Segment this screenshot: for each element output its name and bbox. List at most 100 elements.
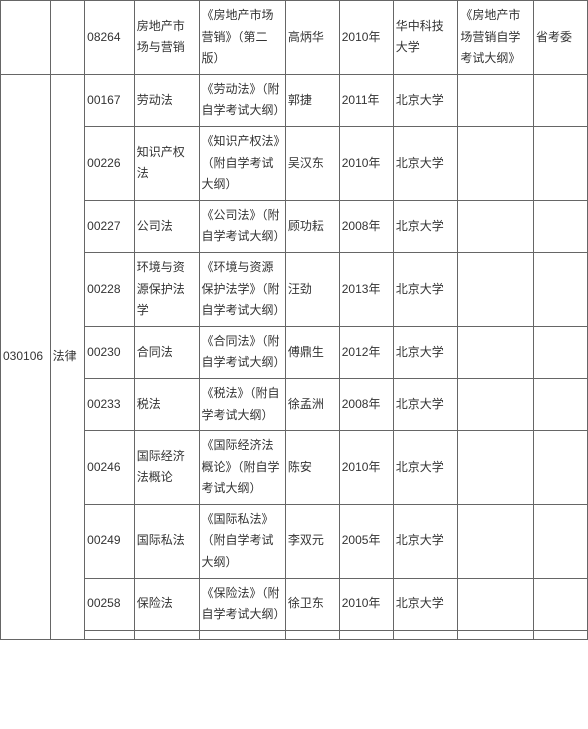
- cell-book: 《国际经济法概论》（附自学考试大纲）: [199, 431, 285, 505]
- cell-empty: [50, 1, 85, 75]
- table-row: 00228 环境与资源保护法学 《环境与资源保护法学》（附自学考试大纲） 汪劲 …: [1, 252, 588, 326]
- cell-extra1: [458, 200, 534, 252]
- cell-extra1: 《房地产市场营销自学考试大纲》: [458, 1, 534, 75]
- cell-year: 2010年: [339, 1, 393, 75]
- cell-extra1: [458, 326, 534, 378]
- table-row: 00230 合同法 《合同法》（附自学考试大纲） 傅鼎生 2012年 北京大学: [1, 326, 588, 378]
- cell-book: 《劳动法》（附自学考试大纲）: [199, 74, 285, 126]
- cell-publisher: [393, 630, 458, 639]
- cell-book: [199, 630, 285, 639]
- cell-book: 《税法》（附自学考试大纲）: [199, 378, 285, 430]
- cell-book: 《公司法》（附自学考试大纲）: [199, 200, 285, 252]
- cell-extra2: [533, 252, 587, 326]
- cell-author: 高炳华: [285, 1, 339, 75]
- table-row: 00249 国际私法 《国际私法》（附自学考试大纲） 李双元 2005年 北京大…: [1, 504, 588, 578]
- cell-book: 《国际私法》（附自学考试大纲）: [199, 504, 285, 578]
- cell-code: 00233: [85, 378, 135, 430]
- cell-publisher: 北京大学: [393, 326, 458, 378]
- cell-author: 傅鼎生: [285, 326, 339, 378]
- table-row: 00233 税法 《税法》（附自学考试大纲） 徐孟洲 2008年 北京大学: [1, 378, 588, 430]
- cell-subject: 保险法: [134, 578, 199, 630]
- cell-code: 08264: [85, 1, 135, 75]
- cell-code: 00226: [85, 126, 135, 200]
- course-table: 08264 房地产市场与营销 《房地产市场营销》（第二版） 高炳华 2010年 …: [0, 0, 588, 640]
- cell-author: 徐孟洲: [285, 378, 339, 430]
- table-container: 08264 房地产市场与营销 《房地产市场营销》（第二版） 高炳华 2010年 …: [0, 0, 588, 640]
- cell-author: 郭捷: [285, 74, 339, 126]
- cell-subject: 知识产权法: [134, 126, 199, 200]
- cell-year: 2012年: [339, 326, 393, 378]
- cell-publisher: 北京大学: [393, 431, 458, 505]
- cell-year: 2008年: [339, 378, 393, 430]
- cell-extra1: [458, 252, 534, 326]
- cell-code: 00230: [85, 326, 135, 378]
- cell-empty: [1, 1, 51, 75]
- cell-extra1: [458, 74, 534, 126]
- cell-author: 汪劲: [285, 252, 339, 326]
- cell-code: [85, 630, 135, 639]
- cell-extra2: [533, 578, 587, 630]
- cell-code: 00167: [85, 74, 135, 126]
- cell-year: 2005年: [339, 504, 393, 578]
- cell-subject: 房地产市场与营销: [134, 1, 199, 75]
- cell-publisher: 北京大学: [393, 200, 458, 252]
- cell-year: 2010年: [339, 431, 393, 505]
- cell-publisher: 北京大学: [393, 252, 458, 326]
- cell-author: 陈安: [285, 431, 339, 505]
- cell-year: 2013年: [339, 252, 393, 326]
- cell-extra2: [533, 630, 587, 639]
- cell-subject: 国际私法: [134, 504, 199, 578]
- cell-extra2: [533, 126, 587, 200]
- table-row: [1, 630, 588, 639]
- cell-code: 00249: [85, 504, 135, 578]
- cell-subject: 劳动法: [134, 74, 199, 126]
- cell-book: 《保险法》（附自学考试大纲）: [199, 578, 285, 630]
- cell-extra1: [458, 378, 534, 430]
- cell-extra1: [458, 504, 534, 578]
- cell-subject: 国际经济法概论: [134, 431, 199, 505]
- cell-publisher: 北京大学: [393, 126, 458, 200]
- cell-year: 2010年: [339, 126, 393, 200]
- cell-subject: 税法: [134, 378, 199, 430]
- cell-code: 00246: [85, 431, 135, 505]
- cell-author: 吴汉东: [285, 126, 339, 200]
- cell-extra2: [533, 378, 587, 430]
- cell-extra1: [458, 431, 534, 505]
- cell-extra1: [458, 630, 534, 639]
- cell-major-name: 法律: [50, 74, 85, 639]
- cell-subject: 环境与资源保护法学: [134, 252, 199, 326]
- cell-extra1: [458, 578, 534, 630]
- table-row: 00246 国际经济法概论 《国际经济法概论》（附自学考试大纲） 陈安 2010…: [1, 431, 588, 505]
- cell-publisher: 北京大学: [393, 74, 458, 126]
- cell-code: 00258: [85, 578, 135, 630]
- cell-extra2: [533, 504, 587, 578]
- cell-author: 徐卫东: [285, 578, 339, 630]
- cell-publisher: 华中科技大学: [393, 1, 458, 75]
- cell-extra2: [533, 74, 587, 126]
- cell-code: 00228: [85, 252, 135, 326]
- cell-publisher: 北京大学: [393, 578, 458, 630]
- cell-year: [339, 630, 393, 639]
- cell-author: 顾功耘: [285, 200, 339, 252]
- cell-year: 2011年: [339, 74, 393, 126]
- cell-year: 2008年: [339, 200, 393, 252]
- cell-extra1: [458, 126, 534, 200]
- cell-publisher: 北京大学: [393, 504, 458, 578]
- cell-extra2: 省考委: [533, 1, 587, 75]
- cell-book: 《环境与资源保护法学》（附自学考试大纲）: [199, 252, 285, 326]
- cell-book: 《合同法》（附自学考试大纲）: [199, 326, 285, 378]
- cell-subject: 合同法: [134, 326, 199, 378]
- cell-extra2: [533, 200, 587, 252]
- table-row: 00227 公司法 《公司法》（附自学考试大纲） 顾功耘 2008年 北京大学: [1, 200, 588, 252]
- table-row: 030106 法律 00167 劳动法 《劳动法》（附自学考试大纲） 郭捷 20…: [1, 74, 588, 126]
- cell-book: 《房地产市场营销》（第二版）: [199, 1, 285, 75]
- cell-author: 李双元: [285, 504, 339, 578]
- table-row: 08264 房地产市场与营销 《房地产市场营销》（第二版） 高炳华 2010年 …: [1, 1, 588, 75]
- table-row: 00258 保险法 《保险法》（附自学考试大纲） 徐卫东 2010年 北京大学: [1, 578, 588, 630]
- cell-subject: [134, 630, 199, 639]
- cell-code: 00227: [85, 200, 135, 252]
- cell-author: [285, 630, 339, 639]
- table-row: 00226 知识产权法 《知识产权法》（附自学考试大纲） 吴汉东 2010年 北…: [1, 126, 588, 200]
- cell-subject: 公司法: [134, 200, 199, 252]
- cell-extra2: [533, 431, 587, 505]
